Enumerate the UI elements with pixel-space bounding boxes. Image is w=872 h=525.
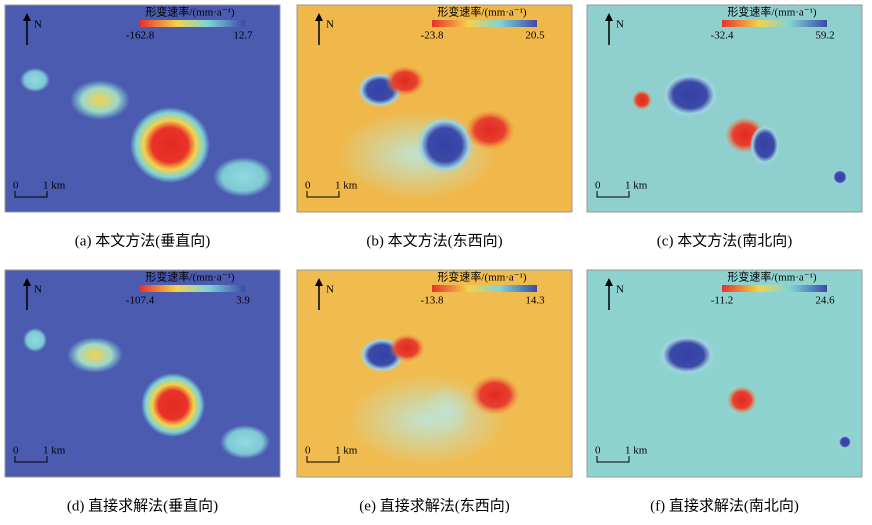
map-border: [296, 269, 573, 478]
colorbar-max: 14.3: [525, 295, 545, 307]
north-label: N: [616, 284, 624, 296]
north-label: N: [326, 19, 334, 31]
scale-zero: 0: [595, 445, 601, 457]
colorbar-title: 形变速率/(mm·a⁻¹): [437, 270, 526, 284]
scale-zero: 0: [13, 445, 19, 457]
deformation-area: [659, 335, 715, 375]
north-arrowhead: [23, 278, 31, 286]
deformation-area: [632, 90, 652, 110]
scale-bar: [14, 191, 48, 198]
deformation-area: [130, 107, 210, 183]
panel-caption: (b) 本文方法(东西向): [366, 232, 502, 249]
north-arrowhead: [315, 278, 323, 286]
deformation-area: [20, 68, 50, 92]
panel-caption: (c) 本文方法(南北向): [657, 232, 792, 249]
panel: 形变速率/(mm·a⁻¹) -11.2 24.6 N 0 1 km: [586, 269, 863, 478]
scale-bar: [14, 456, 48, 463]
map-background: [587, 5, 862, 212]
colorbar-min: -13.8: [421, 295, 444, 307]
colorbar-min: -162.8: [126, 30, 155, 42]
scale-bar: [596, 456, 630, 463]
deformation-area: [422, 385, 472, 435]
colorbar: [140, 285, 245, 292]
colorbar: [432, 285, 537, 292]
colorbar-title: 形变速率/(mm·a⁻¹): [437, 5, 526, 19]
deformation-area: [727, 386, 757, 414]
deformation-area: [465, 110, 515, 150]
colorbar: [140, 20, 245, 27]
colorbar-max: 3.9: [236, 295, 250, 307]
scale-label: 1 km: [43, 180, 66, 192]
panel: 形变速率/(mm·a⁻¹) -13.8 14.3 N 0 1 km: [296, 269, 573, 478]
scale-bar: [596, 191, 630, 198]
colorbar-min: -107.4: [126, 295, 155, 307]
map-background: [587, 270, 862, 477]
scale-bar: [306, 456, 340, 463]
deformation-area: [67, 337, 123, 373]
north-label: N: [34, 19, 42, 31]
north-arrowhead: [605, 278, 613, 286]
scale-zero: 0: [13, 180, 19, 192]
north-arrowhead: [23, 13, 31, 21]
deformation-area: [213, 157, 273, 197]
panel-caption: (d) 直接求解法(垂直向): [67, 497, 218, 514]
deformation-area: [470, 375, 520, 415]
panel: 形变速率/(mm·a⁻¹) -162.8 12.7 N 0 1 km: [4, 4, 281, 213]
deformation-area: [750, 125, 780, 165]
colorbar: [722, 285, 827, 292]
deformation-area: [385, 66, 425, 96]
colorbar-max: 12.7: [233, 30, 253, 42]
deformation-area: [70, 80, 130, 120]
scale-label: 1 km: [625, 180, 648, 192]
north-label: N: [616, 19, 624, 31]
deformation-area: [141, 373, 205, 437]
scale-label: 1 km: [625, 445, 648, 457]
colorbar-title: 形变速率/(mm·a⁻¹): [145, 270, 234, 284]
deformation-area: [389, 334, 425, 362]
map-border: [586, 4, 863, 213]
colorbar-title: 形变速率/(mm·a⁻¹): [145, 5, 234, 19]
deformation-area: [832, 169, 848, 185]
deformation-area: [662, 73, 718, 117]
colorbar-min: -32.4: [711, 30, 734, 42]
panel: 形变速率/(mm·a⁻¹) -23.8 20.5 N 0 1 km: [296, 4, 573, 213]
map-border: [4, 4, 281, 213]
north-arrowhead: [315, 13, 323, 21]
colorbar: [432, 20, 537, 27]
deformation-area: [23, 328, 47, 352]
panel-caption: (f) 直接求解法(南北向): [650, 497, 799, 514]
scale-zero: 0: [305, 180, 311, 192]
north-arrowhead: [605, 13, 613, 21]
panel: 形变速率/(mm·a⁻¹) -107.4 3.9 N 0 1 km: [4, 269, 281, 478]
colorbar-min: -23.8: [421, 30, 444, 42]
colorbar-min: -11.2: [711, 295, 734, 307]
north-label: N: [34, 284, 42, 296]
scale-zero: 0: [305, 445, 311, 457]
deformation-area: [417, 117, 473, 173]
scale-label: 1 km: [43, 445, 66, 457]
scale-label: 1 km: [335, 445, 358, 457]
colorbar-max: 20.5: [525, 30, 545, 42]
colorbar-max: 24.6: [815, 295, 835, 307]
scale-label: 1 km: [335, 180, 358, 192]
map-border: [296, 4, 573, 213]
deformation-area: [838, 435, 852, 449]
map-border: [586, 269, 863, 478]
scale-bar: [306, 191, 340, 198]
colorbar-title: 形变速率/(mm·a⁻¹): [727, 5, 816, 19]
colorbar: [722, 20, 827, 27]
panel: 形变速率/(mm·a⁻¹) -32.4 59.2 N 0 1 km: [586, 4, 863, 213]
colorbar-title: 形变速率/(mm·a⁻¹): [727, 270, 816, 284]
map-border: [4, 269, 281, 478]
panel-caption: (e) 直接求解法(东西向): [359, 497, 509, 514]
scale-zero: 0: [595, 180, 601, 192]
deformation-area: [220, 425, 270, 459]
panel-caption: (a) 本文方法(垂直向): [75, 232, 210, 249]
north-label: N: [326, 284, 334, 296]
colorbar-max: 59.2: [815, 30, 834, 42]
